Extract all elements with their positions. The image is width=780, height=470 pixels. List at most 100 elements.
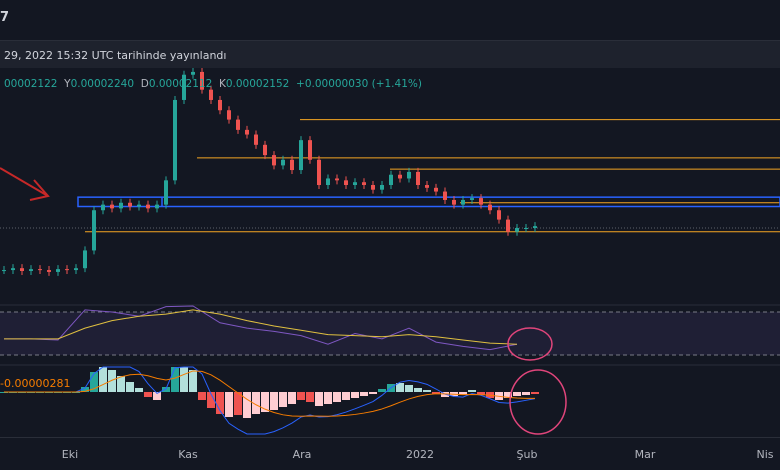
- circle-annotation: [509, 369, 567, 435]
- candle: [65, 269, 69, 271]
- rsi-band: [0, 312, 780, 355]
- macd-histogram-bar: [288, 392, 296, 404]
- candle: [353, 182, 357, 186]
- zone-box: [77, 196, 780, 208]
- candle: [182, 74, 186, 100]
- macd-histogram-bar: [153, 392, 161, 400]
- candle: [524, 228, 528, 229]
- macd-histogram-bar: [423, 390, 431, 392]
- candle: [74, 268, 78, 271]
- macd-histogram-bar: [234, 392, 242, 415]
- macd-histogram-bar: [189, 370, 197, 392]
- rsi-line: [4, 305, 518, 351]
- candle: [128, 202, 132, 207]
- candle: [137, 204, 141, 207]
- candle: [227, 110, 231, 120]
- macd-histogram-bar: [396, 383, 404, 392]
- rsi-ma-line: [4, 309, 518, 345]
- macd-histogram-bar: [261, 392, 269, 412]
- macd-histogram-bar: [135, 388, 143, 392]
- candle: [236, 119, 240, 130]
- candle: [452, 199, 456, 205]
- candle: [488, 204, 492, 211]
- macd-histogram-bar: [315, 392, 323, 406]
- candle: [380, 185, 384, 190]
- macd-histogram-bar: [333, 392, 341, 402]
- macd-histogram-bar: [198, 392, 206, 400]
- time-label: Şub: [516, 448, 538, 461]
- candle: [533, 226, 537, 228]
- macd-histogram-bar: [306, 392, 314, 402]
- macd-histogram-bar: [432, 392, 440, 394]
- macd-histogram-bar: [297, 392, 305, 400]
- candle: [83, 250, 87, 269]
- macd-histogram-bar: [108, 370, 116, 392]
- candle: [110, 204, 114, 209]
- macd-histogram-bar: [144, 392, 152, 397]
- candle: [362, 182, 366, 186]
- candle: [398, 174, 402, 179]
- ohlc-k: 0.00002152: [225, 78, 290, 90]
- candle: [11, 268, 15, 271]
- time-label: 2022: [406, 448, 434, 461]
- candle: [155, 204, 159, 209]
- candle: [38, 269, 42, 271]
- candle: [470, 198, 474, 200]
- candle: [389, 174, 393, 186]
- time-axis[interactable]: Eki Kas Ara 2022 Şub Mar Nis: [0, 437, 780, 470]
- macd-histogram-bar: [342, 392, 350, 400]
- candle: [371, 185, 375, 190]
- candle: [47, 270, 51, 272]
- candle: [209, 89, 213, 100]
- macd-histogram-bar: [279, 392, 287, 407]
- macd-histogram-bar: [459, 392, 467, 395]
- logo-fragment: 7: [0, 10, 10, 25]
- candle: [308, 140, 312, 160]
- time-label: Eki: [61, 448, 79, 461]
- macd-histogram-bar: [522, 392, 530, 395]
- ohlc-d: 0.00002112: [148, 78, 213, 90]
- candle: [461, 199, 465, 205]
- candle: [299, 140, 303, 171]
- candle: [263, 144, 267, 156]
- ohlc-legend: 00002122 Y0.00002240 D0.00002112 K0.0000…: [4, 78, 422, 90]
- macd-histogram-bar: [252, 392, 260, 414]
- macd-histogram-bar: [216, 392, 224, 414]
- time-label: Mar: [634, 448, 656, 461]
- macd-histogram-bar: [414, 388, 422, 392]
- candle: [290, 159, 294, 171]
- macd-histogram-bar: [117, 376, 125, 392]
- macd-histogram-bar: [405, 385, 413, 392]
- candle: [173, 99, 177, 181]
- candle: [434, 187, 438, 192]
- macd-histogram-bar: [126, 382, 134, 392]
- candle: [164, 180, 168, 205]
- macd-histogram-bar: [90, 372, 98, 392]
- candle: [344, 180, 348, 186]
- candle: [479, 198, 483, 205]
- candle: [272, 155, 276, 166]
- arrow-annotation: [0, 167, 50, 201]
- candle: [416, 171, 420, 186]
- macd-line: [4, 366, 536, 435]
- macd-histogram-bar: [360, 392, 368, 396]
- macd-histogram-bar: [468, 390, 476, 392]
- ohlc-change: +0.00000030 (+1.41%): [296, 78, 422, 90]
- ohlc-k-label: K: [218, 78, 226, 90]
- macd-histogram-bar: [270, 392, 278, 410]
- candle: [335, 178, 339, 181]
- macd-histogram-bar: [324, 392, 332, 404]
- candle: [317, 159, 321, 186]
- candle: [497, 210, 501, 220]
- macd-histogram-bar: [171, 367, 179, 392]
- macd-histogram-bar: [243, 392, 251, 418]
- price-chart[interactable]: [0, 0, 780, 436]
- published-date: 29, 2022 15:32 UTC tarihinde yayınlandı: [4, 49, 227, 62]
- published-bar: 29, 2022 15:32 UTC tarihinde yayınlandı: [0, 40, 780, 68]
- candle: [20, 268, 24, 271]
- ohlc-y: 0.00002240: [70, 78, 135, 90]
- signal-line: [4, 370, 536, 417]
- candle: [92, 210, 96, 251]
- macd-histogram-bar: [351, 392, 359, 398]
- candle: [101, 204, 105, 211]
